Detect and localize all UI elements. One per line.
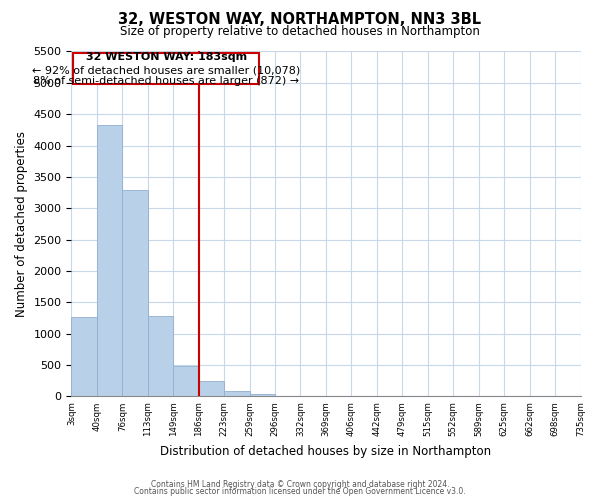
- Text: Contains public sector information licensed under the Open Government Licence v3: Contains public sector information licen…: [134, 488, 466, 496]
- Bar: [148, 316, 173, 396]
- Bar: [71, 317, 97, 396]
- Bar: [250, 394, 275, 396]
- Bar: [199, 382, 224, 396]
- Text: Contains HM Land Registry data © Crown copyright and database right 2024.: Contains HM Land Registry data © Crown c…: [151, 480, 449, 489]
- Text: Size of property relative to detached houses in Northampton: Size of property relative to detached ho…: [120, 25, 480, 38]
- Text: 8% of semi-detached houses are larger (872) →: 8% of semi-detached houses are larger (8…: [33, 76, 299, 86]
- Y-axis label: Number of detached properties: Number of detached properties: [15, 131, 28, 317]
- FancyBboxPatch shape: [73, 54, 259, 84]
- X-axis label: Distribution of detached houses by size in Northampton: Distribution of detached houses by size …: [160, 444, 491, 458]
- Bar: [97, 125, 122, 396]
- Text: 32, WESTON WAY, NORTHAMPTON, NN3 3BL: 32, WESTON WAY, NORTHAMPTON, NN3 3BL: [118, 12, 482, 28]
- Bar: [122, 190, 148, 396]
- Text: 32 WESTON WAY: 183sqm: 32 WESTON WAY: 183sqm: [86, 52, 247, 62]
- Bar: [173, 366, 199, 396]
- Text: ← 92% of detached houses are smaller (10,078): ← 92% of detached houses are smaller (10…: [32, 66, 301, 76]
- Bar: [224, 391, 250, 396]
